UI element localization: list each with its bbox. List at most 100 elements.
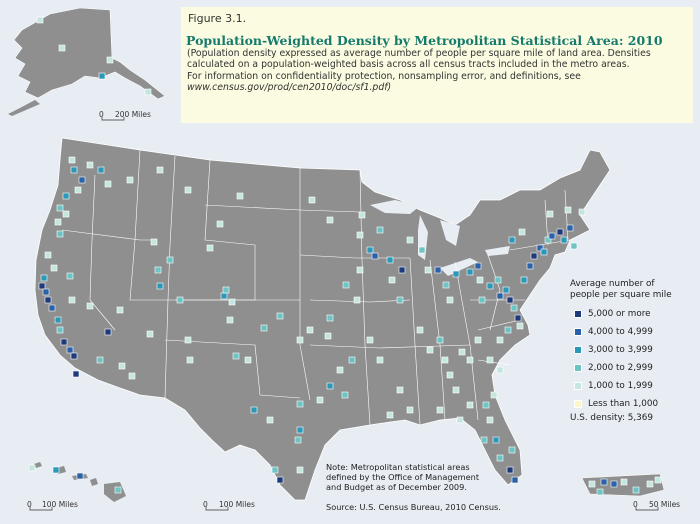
metro-area-marker [54, 218, 62, 226]
metro-area-marker [486, 356, 494, 364]
metro-area-marker [184, 186, 192, 194]
metro-area-marker [50, 264, 58, 272]
metro-area-marker [406, 406, 414, 414]
metro-area-marker [348, 356, 356, 364]
metro-area-marker [206, 244, 214, 252]
legend-swatch [574, 400, 582, 408]
metro-area-marker [186, 356, 194, 364]
metro-area-marker [511, 476, 519, 484]
metro-area-marker [28, 464, 36, 472]
metro-area-marker [544, 236, 552, 244]
metro-area-marker [526, 262, 534, 270]
metro-area-marker [442, 281, 450, 289]
metro-area-marker [184, 336, 192, 344]
us-density: U.S. density: 5,369 [570, 413, 653, 423]
metro-area-marker [72, 370, 80, 378]
title-panel [181, 7, 693, 123]
metro-area-marker [96, 356, 104, 364]
conterminous-us [34, 137, 611, 501]
metro-area-marker [106, 56, 114, 64]
metro-area-marker [62, 210, 70, 218]
metro-area-marker [540, 248, 548, 256]
metro-area-marker [480, 436, 488, 444]
metro-area-marker [494, 276, 502, 284]
metro-area-marker [492, 436, 500, 444]
legend-item: 2,000 to 2,999 [570, 359, 695, 377]
legend-item: 1,000 to 1,999 [570, 377, 695, 395]
legend-title-line: Average number of [570, 279, 655, 289]
metro-area-marker [620, 478, 628, 486]
metro-area-marker [60, 338, 68, 346]
metro-area-marker [52, 466, 60, 474]
metro-area-marker [114, 486, 122, 494]
metro-area-marker [424, 266, 432, 274]
alaska-scale-zero: 0 [99, 110, 104, 119]
legend-label: 1,000 to 1,999 [588, 381, 653, 391]
subtitle-line: For information on confidentiality prote… [187, 70, 581, 82]
metro-area-marker [97, 166, 105, 174]
metro-area-marker [446, 371, 454, 379]
metro-area-marker [232, 352, 240, 360]
note-line: defined by the Office of Management [326, 472, 480, 482]
hawaii-scale-miles: 100 Miles [42, 500, 78, 509]
metro-area-marker [306, 326, 314, 334]
metro-area-marker [371, 252, 379, 260]
metro-area-marker [496, 336, 504, 344]
legend-swatch [574, 328, 582, 336]
metro-area-marker [510, 304, 518, 312]
source-note: Source: U.S. Census Bureau, 2010 Census. [326, 502, 501, 512]
metro-area-marker [358, 211, 366, 219]
metro-area-marker [66, 272, 74, 280]
legend-item: 5,000 or more [570, 305, 695, 323]
subtitle-line: calculated on a population-weighted basi… [187, 59, 630, 71]
metro-area-markers [28, 16, 662, 496]
metro-area-marker [452, 386, 460, 394]
metro-area-marker [376, 356, 384, 364]
legend-swatch [574, 346, 582, 354]
metro-area-marker [496, 454, 504, 462]
metro-area-marker [496, 292, 504, 300]
figure-title: Population-Weighted Density by Metropoli… [186, 33, 663, 48]
metro-area-marker [356, 231, 364, 239]
metro-area-marker [578, 208, 586, 216]
subtitle-line: (Population density expressed as average… [187, 48, 651, 59]
metro-area-marker [42, 288, 50, 296]
metro-area-marker [216, 220, 224, 228]
metro-area-marker [276, 312, 284, 320]
metro-area-marker [271, 466, 279, 474]
metro-area-marker [68, 296, 76, 304]
note-line: and Budget as of December 2009. [326, 482, 467, 492]
metro-area-marker [116, 306, 124, 314]
metro-area-marker [504, 326, 512, 334]
scale-bars [29, 117, 659, 511]
metro-area-marker [48, 304, 56, 312]
metro-area-marker [316, 396, 324, 404]
metro-area-marker [441, 356, 449, 364]
metro-area-marker [296, 466, 304, 474]
legend-label: 4,000 to 4,999 [588, 327, 653, 337]
metro-area-marker [44, 251, 52, 259]
metro-area-marker [260, 324, 268, 332]
puerto-rico-inset [556, 458, 696, 520]
metro-area-marker [326, 314, 334, 322]
metro-area-marker [466, 268, 474, 276]
metro-area-marker [228, 298, 236, 306]
legend-title: Average number of people per square mile [570, 279, 695, 301]
metro-area-marker [536, 244, 544, 252]
metro-area-marker [226, 316, 234, 324]
metro-area-marker [474, 336, 482, 344]
metro-area-marker [86, 302, 94, 310]
legend-item: 4,000 to 4,999 [570, 323, 695, 341]
metro-area-marker [40, 274, 48, 282]
metro-area-marker [646, 480, 654, 488]
metro-area-marker [366, 246, 374, 254]
metro-area-marker [496, 366, 504, 374]
metro-area-marker [222, 286, 230, 294]
metro-area-marker [416, 326, 424, 334]
metro-area-marker [128, 372, 136, 380]
metro-area-marker [518, 228, 526, 236]
legend: Average number of people per square mile… [570, 279, 695, 423]
metro-area-marker [356, 266, 364, 274]
metro-area-marker [610, 480, 618, 488]
